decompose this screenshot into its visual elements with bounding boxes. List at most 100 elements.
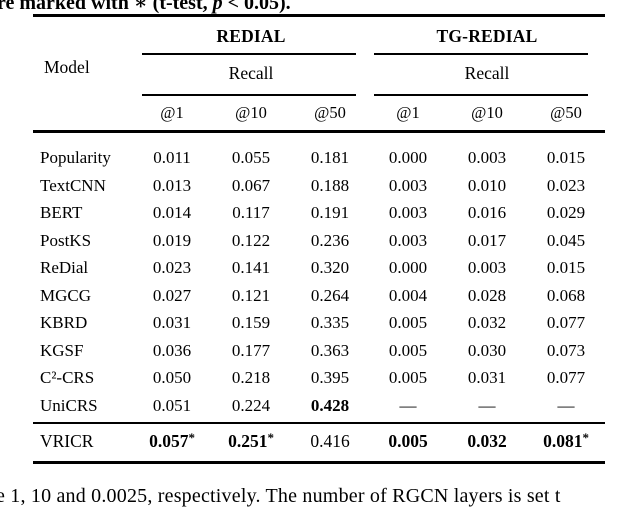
- row-value: 0.031: [152, 313, 192, 332]
- metric-cutoff-label: @1: [396, 103, 420, 122]
- row-value: 0.191: [310, 203, 350, 222]
- row-value: 0.117: [232, 203, 270, 222]
- final-row-value: 0.057*: [149, 430, 195, 451]
- row-value: 0.000: [388, 258, 428, 277]
- row-value: 0.224: [231, 395, 271, 415]
- final-row-model-name: VRICR: [40, 431, 94, 451]
- row-value: 0.177: [231, 340, 271, 360]
- row-model-name: PostKS: [40, 230, 92, 250]
- model-column-header: Model: [44, 57, 90, 77]
- metric-cmidrule: [374, 94, 588, 96]
- row-value: 0.068: [546, 285, 586, 305]
- metric-label: Recall: [464, 63, 510, 83]
- row-value: 0.004: [388, 285, 428, 305]
- final-row-value: 0.032: [467, 431, 507, 451]
- row-value: 0.050: [152, 368, 192, 387]
- row-value: 0.003: [388, 175, 428, 195]
- row-value: 0.055: [231, 148, 271, 167]
- row-value: 0.011: [153, 148, 191, 167]
- row-value: 0.395: [310, 368, 350, 387]
- row-value: 0.003: [388, 230, 428, 250]
- row-model-name: C²-CRS: [40, 368, 95, 387]
- caption-top-pre: re marked with ∗ (t-test,: [0, 0, 213, 14]
- row-value: 0.051: [152, 395, 192, 415]
- row-value: 0.264: [310, 285, 350, 305]
- dataset-group-label: REDIAL: [216, 26, 286, 46]
- row-value: 0.032: [467, 313, 507, 332]
- metric-label: Recall: [228, 63, 274, 83]
- metric-cutoff-label: @50: [550, 103, 582, 122]
- table-top-rule: [33, 14, 605, 17]
- row-value: —: [557, 395, 575, 415]
- significance-asterisk: *: [267, 430, 274, 445]
- row-value: 0.073: [546, 340, 586, 360]
- row-model-name: BERT: [40, 203, 83, 222]
- row-value: 0.010: [467, 175, 507, 195]
- metric-cutoff-label: @1: [160, 103, 184, 122]
- row-value: 0.005: [388, 313, 428, 332]
- group-cmidrule: [142, 53, 356, 55]
- row-value: 0.013: [152, 175, 192, 195]
- final-row-value: 0.081*: [543, 430, 589, 451]
- row-model-name: UniCRS: [40, 395, 98, 415]
- row-value: 0.015: [546, 148, 586, 167]
- row-value: 0.005: [388, 368, 428, 387]
- row-model-name: TextCNN: [40, 175, 106, 195]
- row-value: 0.218: [231, 368, 271, 387]
- metric-cmidrule: [142, 94, 356, 96]
- row-value: 0.027: [152, 285, 192, 305]
- row-value: 0.003: [467, 258, 507, 277]
- dataset-group-label: TG-REDIAL: [436, 26, 538, 46]
- row-value: 0.067: [231, 175, 271, 195]
- row-value: 0.005: [388, 340, 428, 360]
- row-value: 0.141: [231, 258, 271, 277]
- final-row-value: 0.416: [310, 431, 350, 451]
- row-value: 0.122: [231, 230, 271, 250]
- row-value: 0.023: [152, 258, 192, 277]
- row-model-name: ReDial: [40, 258, 89, 277]
- row-value: 0.428: [310, 395, 350, 415]
- row-model-name: MGCG: [40, 285, 92, 305]
- row-model-name: KBRD: [40, 313, 88, 332]
- row-model-name: Popularity: [40, 148, 111, 167]
- row-value: 0.031: [467, 368, 507, 387]
- row-value: 0.023: [546, 175, 586, 195]
- final-row-value: 0.251*: [228, 430, 274, 451]
- caption-top-italic-p: p: [212, 0, 223, 14]
- group-cmidrule: [374, 53, 588, 55]
- row-value: 0.335: [310, 313, 350, 332]
- row-value: 0.036: [152, 340, 192, 360]
- row-model-name: KGSF: [40, 340, 84, 360]
- caption-top-fragment: re marked with ∗ (t-test, p < 0.05).: [0, 0, 291, 15]
- row-value: 0.016: [467, 203, 507, 222]
- row-value: —: [399, 395, 417, 415]
- caption-bottom-fragment: e 1, 10 and 0.0025, respectively. The nu…: [0, 485, 561, 507]
- significance-asterisk: *: [188, 430, 195, 445]
- table-bottom-rule: [33, 461, 605, 464]
- caption-top-post: < 0.05).: [222, 0, 291, 14]
- row-value: 0.077: [546, 368, 586, 387]
- row-value: 0.320: [310, 258, 350, 277]
- row-value: 0.029: [546, 203, 586, 222]
- row-value: 0.030: [467, 340, 507, 360]
- row-value: 0.019: [152, 230, 192, 250]
- row-value: 0.045: [546, 230, 586, 250]
- significance-asterisk: *: [582, 430, 589, 445]
- row-value: 0.159: [231, 313, 271, 332]
- metric-cutoff-label: @10: [471, 103, 503, 122]
- row-value: —: [478, 395, 496, 415]
- table-header-rule: [33, 130, 605, 133]
- row-value: 0.121: [231, 285, 271, 305]
- row-value: 0.003: [467, 148, 507, 167]
- row-value: 0.188: [310, 175, 350, 195]
- row-value: 0.014: [152, 203, 192, 222]
- row-value: 0.028: [467, 285, 507, 305]
- row-value: 0.017: [467, 230, 507, 250]
- metric-cutoff-label: @50: [314, 103, 346, 122]
- table-prefinal-rule: [33, 422, 605, 424]
- row-value: 0.015: [546, 258, 586, 277]
- row-value: 0.181: [310, 148, 350, 167]
- row-value: 0.236: [310, 230, 350, 250]
- row-value: 0.077: [546, 313, 586, 332]
